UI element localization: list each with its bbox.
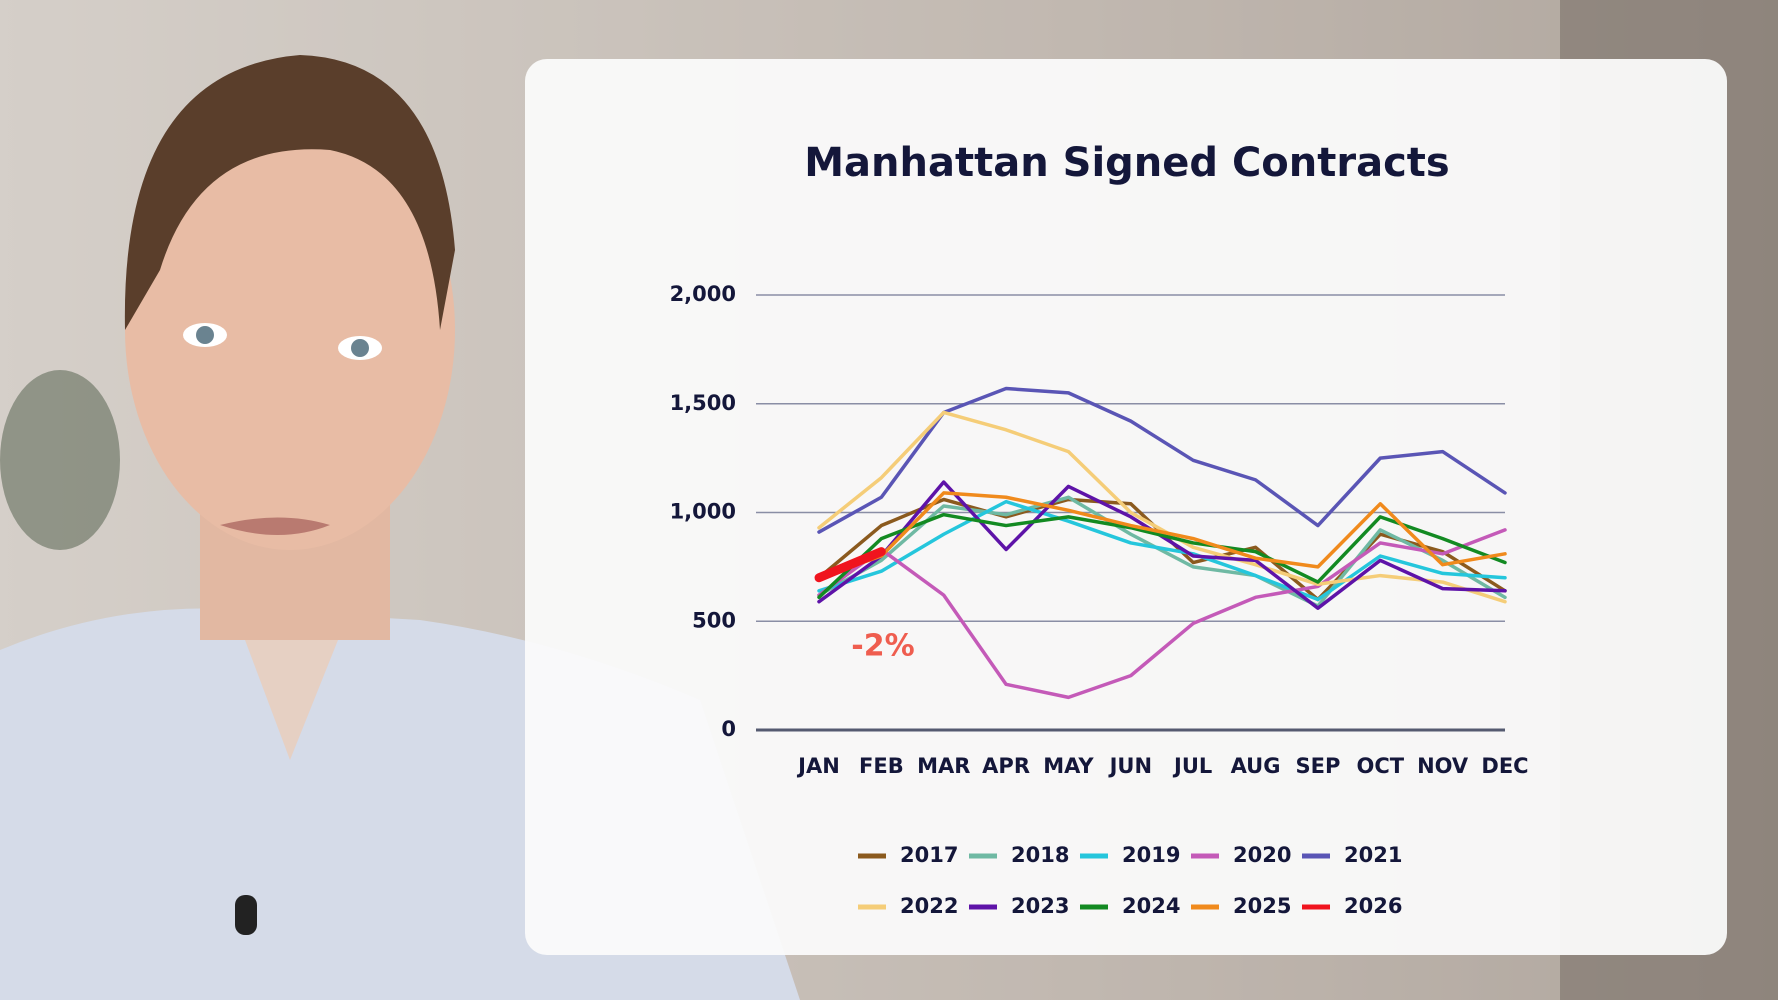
x-tick-label: NOV (1417, 754, 1469, 778)
annotation: -2% (851, 629, 914, 664)
legend-label: 2026 (1344, 894, 1402, 918)
series-line (817, 386, 1507, 534)
x-tick-label: AUG (1231, 754, 1281, 778)
x-tick-label: SEP (1295, 754, 1340, 778)
series-line (817, 491, 1507, 580)
legend-label: 2021 (1344, 843, 1402, 867)
series-line (817, 512, 1507, 600)
legend-label: 2023 (1011, 894, 1069, 918)
series-line (817, 499, 1507, 602)
chart-title: Manhattan Signed Contracts (804, 140, 1450, 186)
y-tick-label: 0 (721, 717, 736, 741)
legend-label: 2018 (1011, 843, 1069, 867)
legend-label: 2022 (900, 894, 958, 918)
x-tick-label: JAN (796, 754, 840, 778)
x-tick-label: APR (982, 754, 1030, 778)
series-line (817, 528, 1507, 700)
y-tick-label: 1,500 (670, 391, 736, 415)
legend-label: 2017 (900, 843, 958, 867)
y-tick-label: 2,000 (670, 282, 736, 306)
x-tick-label: JUN (1108, 754, 1152, 778)
legend-label: 2024 (1122, 894, 1180, 918)
y-tick-label: 500 (692, 608, 736, 632)
x-tick-label: OCT (1356, 754, 1404, 778)
x-tick-label: MAR (917, 754, 970, 778)
x-tick-label: JUL (1172, 754, 1212, 778)
legend-label: 2019 (1122, 843, 1180, 867)
x-tick-label: DEC (1481, 754, 1528, 778)
series-line (814, 547, 886, 583)
series-line (817, 495, 1507, 608)
legend-label: 2025 (1233, 894, 1291, 918)
y-tick-label: 1,000 (670, 500, 736, 524)
series-line (817, 410, 1507, 604)
legend-label: 2020 (1233, 843, 1291, 867)
x-tick-label: MAY (1043, 754, 1094, 778)
x-tick-label: FEB (859, 754, 904, 778)
